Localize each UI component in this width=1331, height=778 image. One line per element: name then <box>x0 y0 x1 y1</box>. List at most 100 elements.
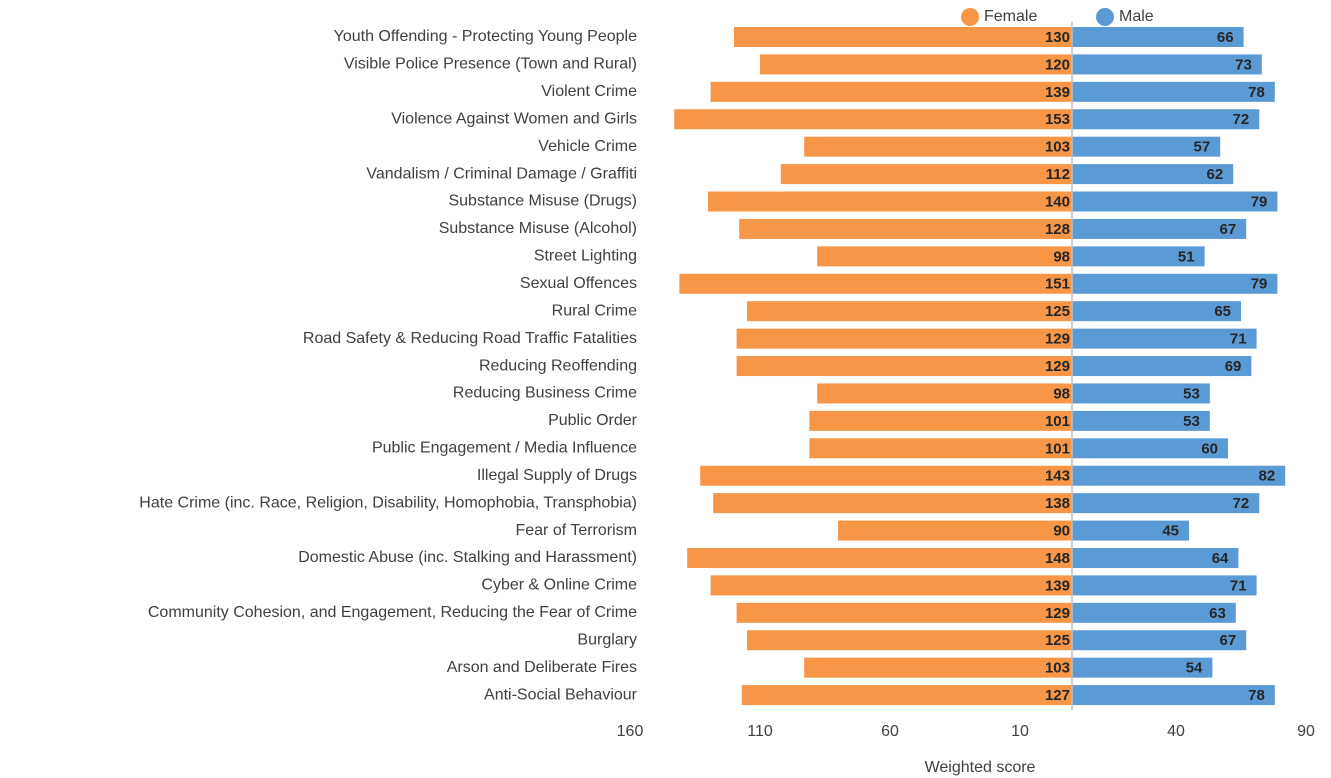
bar <box>710 575 1072 596</box>
value-label: 101 <box>1045 440 1070 457</box>
bar <box>713 493 1072 514</box>
category-label: Fear of Terrorism <box>515 522 637 539</box>
value-label: 90 <box>1053 523 1070 540</box>
category-label: Cyber & Online Crime <box>481 577 637 594</box>
bar <box>736 356 1072 377</box>
value-label: 51 <box>1178 248 1195 265</box>
bar <box>1072 630 1247 651</box>
bar <box>1072 465 1286 486</box>
bar <box>1072 493 1260 514</box>
bar <box>838 520 1072 541</box>
bar <box>679 273 1072 294</box>
x-tick-label: 90 <box>1297 723 1315 740</box>
category-label: Arson and Deliberate Fires <box>447 659 637 676</box>
bar <box>804 657 1072 678</box>
bar <box>747 301 1072 322</box>
bar <box>1072 81 1275 102</box>
value-label: 72 <box>1233 495 1250 512</box>
x-axis-label: Weighted score <box>925 759 1036 776</box>
bar <box>674 109 1072 130</box>
value-label: 98 <box>1053 248 1070 265</box>
category-label: Burglary <box>577 631 637 648</box>
bar <box>747 630 1072 651</box>
legend-label: Male <box>1119 8 1154 25</box>
value-label: 79 <box>1251 193 1268 210</box>
value-label: 120 <box>1045 56 1070 73</box>
bar <box>780 164 1072 185</box>
bar <box>708 191 1072 212</box>
value-label: 125 <box>1045 632 1070 649</box>
bar <box>687 547 1072 568</box>
category-label: Illegal Supply of Drugs <box>477 467 637 484</box>
x-tick-label: 160 <box>617 723 644 740</box>
value-label: 148 <box>1045 550 1070 567</box>
value-label: 129 <box>1045 358 1070 375</box>
category-label: Public Engagement / Media Influence <box>372 440 637 457</box>
category-label: Public Order <box>548 412 638 429</box>
value-label: 129 <box>1045 605 1070 622</box>
value-label: 82 <box>1259 468 1276 485</box>
value-label: 103 <box>1045 660 1070 677</box>
bar <box>1072 164 1234 185</box>
bar <box>1072 246 1205 267</box>
bar <box>1072 328 1257 349</box>
value-label: 63 <box>1209 605 1226 622</box>
bar <box>1072 410 1210 431</box>
value-label: 71 <box>1230 331 1247 348</box>
bar <box>1072 301 1241 322</box>
category-label: Hate Crime (inc. Race, Religion, Disabil… <box>139 494 637 511</box>
category-label: Substance Misuse (Alcohol) <box>439 220 637 237</box>
bar <box>736 602 1072 623</box>
legend-label: Female <box>984 8 1037 25</box>
value-label: 69 <box>1225 358 1242 375</box>
bar <box>1072 27 1244 47</box>
value-label: 62 <box>1207 166 1224 183</box>
bar <box>1072 356 1252 377</box>
value-label: 73 <box>1235 56 1252 73</box>
legend-marker <box>1096 8 1114 26</box>
value-label: 129 <box>1045 331 1070 348</box>
bar <box>809 438 1072 459</box>
value-label: 65 <box>1214 303 1231 320</box>
category-label: Violent Crime <box>541 83 637 100</box>
bar <box>736 328 1072 349</box>
bar <box>1072 657 1213 678</box>
value-label: 64 <box>1212 550 1229 567</box>
x-tick-label: 40 <box>1167 723 1185 740</box>
category-label: Violence Against Women and Girls <box>391 110 637 127</box>
value-label: 67 <box>1220 632 1237 649</box>
bar <box>817 383 1072 404</box>
bar <box>1072 54 1262 75</box>
category-label: Sexual Offences <box>520 275 637 292</box>
value-label: 78 <box>1248 84 1265 101</box>
value-label: 53 <box>1183 413 1200 430</box>
bar <box>809 410 1072 431</box>
value-label: 57 <box>1194 139 1211 156</box>
bar <box>734 27 1072 47</box>
bar <box>1072 273 1278 294</box>
bar <box>1072 218 1247 239</box>
value-label: 112 <box>1046 166 1070 183</box>
value-label: 151 <box>1045 276 1070 293</box>
x-tick-label: 110 <box>747 723 773 740</box>
value-label: 67 <box>1220 221 1237 238</box>
x-tick-label: 60 <box>881 723 899 740</box>
value-label: 103 <box>1045 139 1070 156</box>
value-label: 72 <box>1233 111 1250 128</box>
category-label: Street Lighting <box>534 248 637 265</box>
category-label: Road Safety & Reducing Road Traffic Fata… <box>303 330 637 347</box>
bar <box>760 54 1072 75</box>
bar <box>700 465 1072 486</box>
value-label: 53 <box>1183 385 1200 402</box>
value-label: 153 <box>1045 111 1070 128</box>
category-label: Vandalism / Criminal Damage / Graffiti <box>366 165 637 182</box>
value-label: 66 <box>1217 29 1234 46</box>
value-label: 45 <box>1162 523 1179 540</box>
value-label: 138 <box>1045 495 1070 512</box>
bar <box>817 246 1072 267</box>
value-label: 79 <box>1251 276 1268 293</box>
bar <box>1072 191 1278 212</box>
value-label: 54 <box>1186 660 1203 677</box>
category-label: Domestic Abuse (inc. Stalking and Harass… <box>298 549 637 566</box>
